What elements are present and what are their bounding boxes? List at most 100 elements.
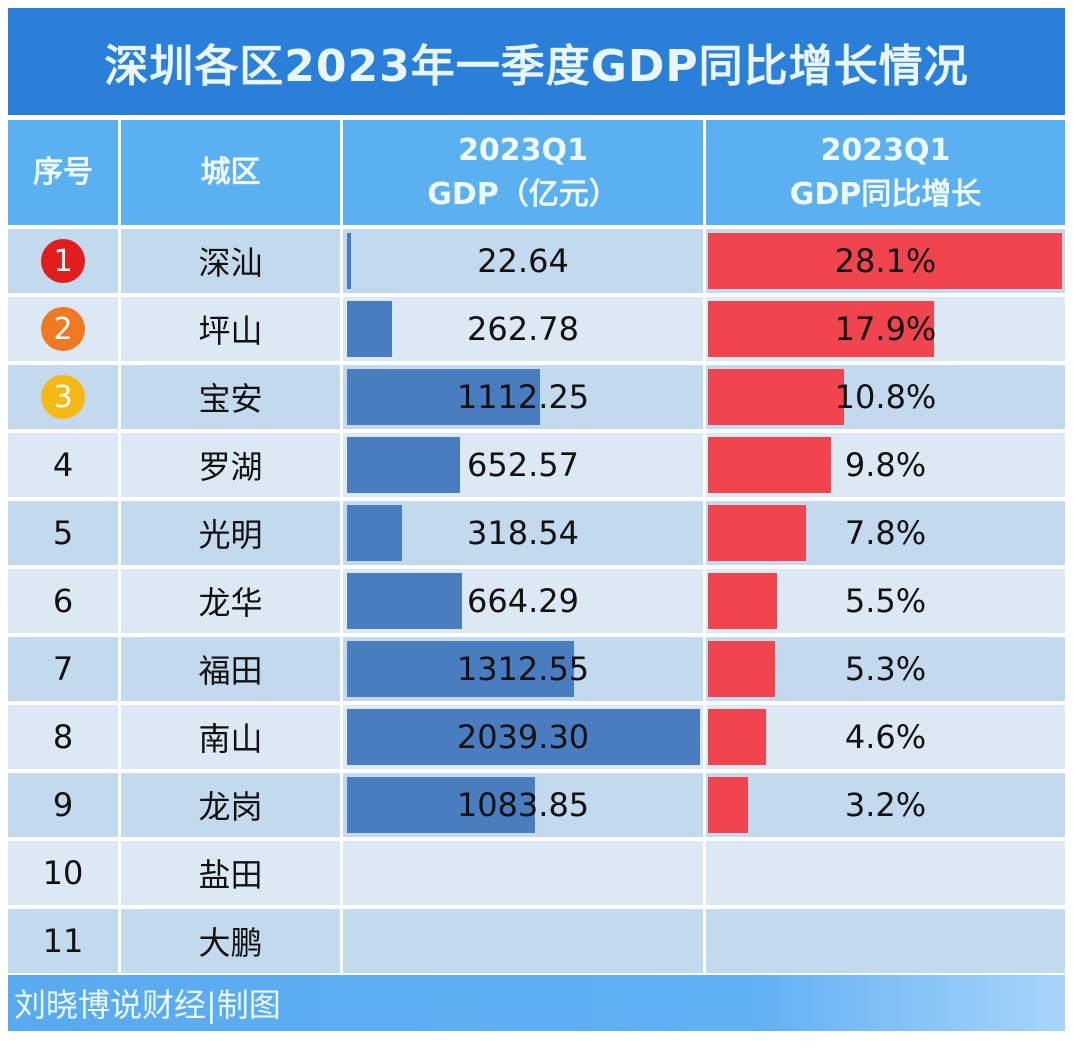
- gdp-value-label: 652.57: [467, 446, 579, 484]
- table-cell-bg: [121, 433, 340, 497]
- gdp-value-label: 262.78: [467, 310, 579, 348]
- rank-cell: 1: [8, 229, 118, 293]
- rank-cell: 2: [8, 297, 118, 361]
- growth-bar: [708, 505, 807, 561]
- growth-value-label: 5.5%: [844, 582, 927, 620]
- header-gdp: 2023Q1 GDP（亿元）: [343, 120, 703, 225]
- table-cell-bg: [121, 297, 340, 361]
- gdp-value-label: 1312.55: [456, 650, 590, 688]
- rank-cell: 8: [52, 718, 74, 756]
- header-rank: 序号: [8, 120, 118, 225]
- table-cell-bg: [8, 841, 118, 905]
- rank-cell: 4: [52, 446, 74, 484]
- district-label: 福田: [198, 652, 263, 690]
- gdp-bar: [347, 777, 535, 833]
- table-cell-bg: [706, 909, 1065, 973]
- rank-cell: 11: [42, 922, 84, 960]
- rank-cell: 10: [42, 854, 84, 892]
- gdp-value-label: [343, 841, 703, 905]
- rank-badge-icon: 3: [41, 375, 85, 419]
- growth-bar: [708, 233, 1062, 289]
- header-rank-label: 序号: [33, 154, 93, 190]
- growth-value-label: 28.1%: [834, 242, 937, 280]
- table-cell-bg: [121, 909, 340, 973]
- table-cell-bg: [8, 501, 118, 565]
- growth-value-label: 9.8%: [844, 446, 927, 484]
- gdp-bar: [347, 641, 575, 697]
- district-label: 深汕: [198, 244, 263, 282]
- table-cell-bg: [343, 909, 703, 973]
- growth-value-label: 17.9%: [834, 310, 937, 348]
- header-district: 城区: [121, 120, 340, 225]
- table-cell-bg: [121, 501, 340, 565]
- rank-badge-icon: 1: [41, 239, 85, 283]
- table-cell-bg: [121, 705, 340, 769]
- table-cell-bg: [8, 773, 118, 837]
- table-cell-bg: [706, 773, 1065, 837]
- table-cell-bg: [121, 365, 340, 429]
- gdp-value-label: 1083.85: [456, 786, 590, 824]
- rank-cell: 7: [52, 650, 74, 688]
- district-label: 宝安: [198, 380, 263, 418]
- gdp-bar: [347, 573, 462, 629]
- header-growth: 2023Q1 GDP同比增长: [706, 120, 1065, 225]
- gdp-value-label: 22.64: [477, 242, 569, 280]
- rank-cell: 5: [52, 514, 74, 552]
- gdp-bar: [347, 505, 403, 561]
- growth-value-label: 3.2%: [844, 786, 927, 824]
- growth-bar: [708, 437, 832, 493]
- table-cell-bg: [343, 841, 703, 905]
- table-cell-bg: [121, 637, 340, 701]
- gdp-bar: [347, 233, 351, 289]
- rank-cell: 6: [52, 582, 74, 620]
- table-cell-bg: [8, 637, 118, 701]
- growth-value-label: [706, 909, 1065, 973]
- gdp-value-label: 664.29: [467, 582, 579, 620]
- district-label: 龙华: [198, 584, 263, 622]
- gdp-bar: [347, 709, 700, 765]
- district-label: 罗湖: [198, 448, 263, 486]
- footer-credit: 刘晓博说财经|制图: [8, 975, 1065, 1031]
- table-cell-bg: [121, 229, 340, 293]
- table-cell-bg: [343, 229, 703, 293]
- growth-bar: [708, 369, 845, 425]
- table-cell-bg: [8, 569, 118, 633]
- rank-cell: 9: [52, 786, 74, 824]
- district-label: 盐田: [198, 856, 263, 894]
- table-cell-bg: [343, 297, 703, 361]
- chart-title: 深圳各区2023年一季度GDP同比增长情况: [8, 8, 1065, 115]
- district-label: 南山: [198, 720, 263, 758]
- growth-value-label: 7.8%: [844, 514, 927, 552]
- gdp-value-label: 318.54: [467, 514, 579, 552]
- growth-bar: [708, 777, 749, 833]
- growth-bar: [708, 709, 766, 765]
- rank-badge-icon: 2: [41, 307, 85, 351]
- gdp-bar: [347, 369, 540, 425]
- table-cell-bg: [8, 433, 118, 497]
- table-cell-bg: [343, 501, 703, 565]
- gdp-value-label: 2039.30: [456, 718, 590, 756]
- gdp-bar: [347, 437, 460, 493]
- table-cell-bg: [121, 569, 340, 633]
- gdp-bar: [347, 301, 393, 357]
- growth-value-label: 10.8%: [834, 378, 937, 416]
- header-growth-line1: 2023Q1: [820, 132, 951, 168]
- growth-bar: [708, 301, 934, 357]
- rank-cell: 3: [8, 365, 118, 429]
- header-district-label: 城区: [200, 154, 261, 190]
- district-label: 大鹏: [198, 924, 263, 962]
- table-cell-bg: [706, 841, 1065, 905]
- table-cell-bg: [8, 705, 118, 769]
- header-gdp-line1: 2023Q1: [458, 132, 588, 168]
- gdp-value-label: 1112.25: [456, 378, 590, 416]
- table-cell-bg: [121, 841, 340, 905]
- growth-value-label: [706, 841, 1065, 905]
- table-cell-bg: [8, 909, 118, 973]
- growth-value-label: 5.3%: [844, 650, 927, 688]
- district-label: 坪山: [198, 312, 263, 350]
- district-label: 龙岗: [198, 788, 263, 826]
- gdp-value-label: [343, 909, 703, 973]
- growth-bar: [708, 641, 775, 697]
- header-gdp-line2: GDP（亿元）: [427, 176, 619, 212]
- growth-value-label: 4.6%: [844, 718, 927, 756]
